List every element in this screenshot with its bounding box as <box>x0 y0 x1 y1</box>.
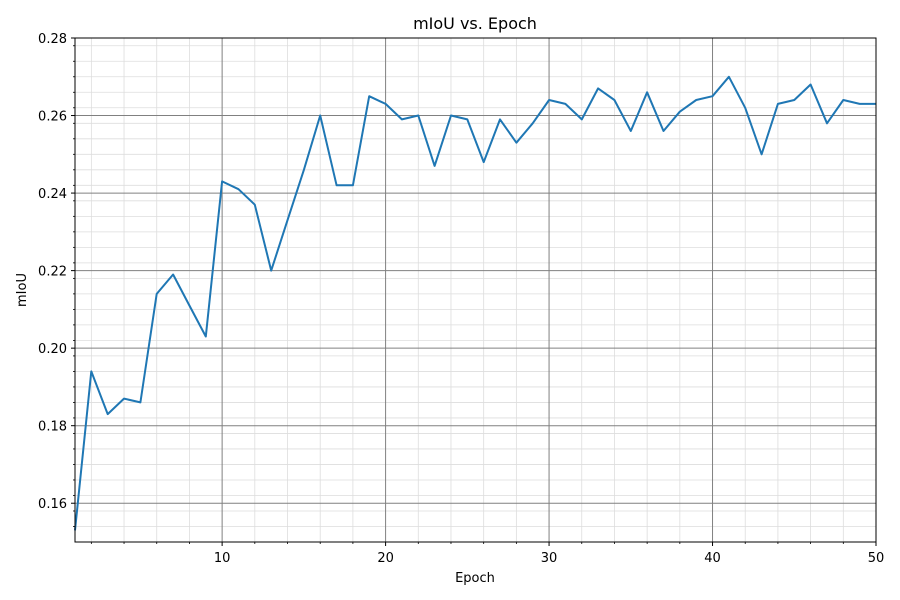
x-tick-label: 40 <box>704 551 721 566</box>
minor-grid <box>75 38 876 542</box>
major-grid <box>75 38 876 542</box>
y-tick-label: 0.16 <box>38 497 67 512</box>
x-axis-label: Epoch <box>455 571 495 586</box>
x-tick-label: 50 <box>868 551 885 566</box>
y-tick-label: 0.22 <box>38 265 67 280</box>
series-line <box>74 75 876 531</box>
series-layer <box>74 75 876 531</box>
y-tick-label: 0.20 <box>38 342 67 357</box>
plot-frame <box>74 37 877 543</box>
x-tick-label: 30 <box>541 551 558 566</box>
x-tick-label: 10 <box>214 551 231 566</box>
y-tick-label: 0.28 <box>38 32 67 47</box>
y-axis-label: mIoU <box>15 273 30 307</box>
y-tick-label: 0.24 <box>38 187 67 202</box>
y-tick-label: 0.26 <box>38 110 67 125</box>
chart-title: mIoU vs. Epoch <box>413 14 537 33</box>
tick-layer: 10 20 30 40 50 0.16 0.18 0.20 0.22 0.24 0.26 0.28 <box>38 32 884 566</box>
y-tick-label: 0.18 <box>38 420 67 435</box>
x-tick-label: 20 <box>377 551 394 566</box>
